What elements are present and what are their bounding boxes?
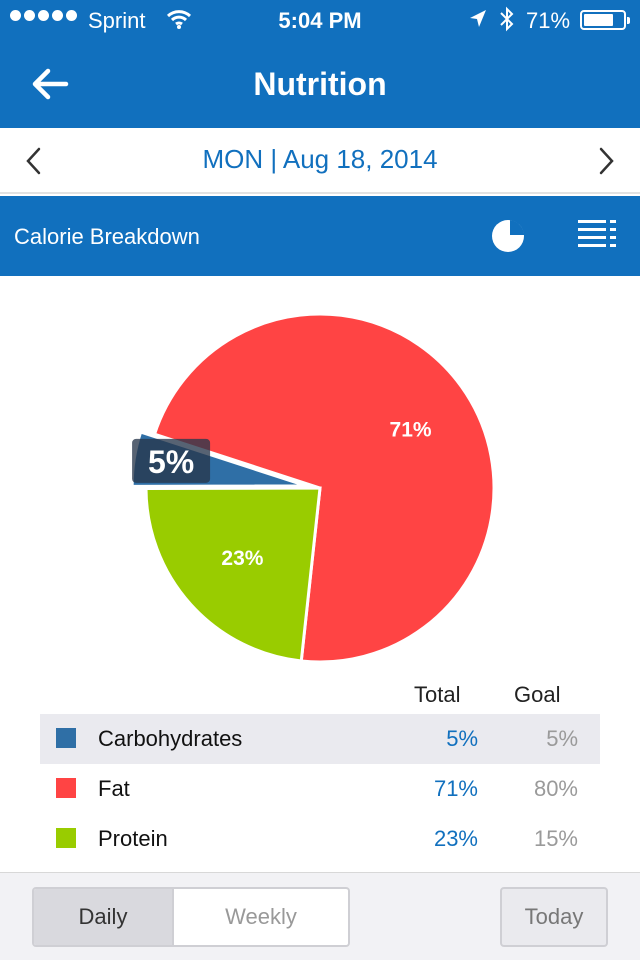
- top-bar: Sprint 5:04 PM 71% Nutrition: [0, 0, 640, 128]
- wifi-icon: [166, 10, 192, 29]
- bluetooth-icon: [500, 6, 514, 32]
- section-title: Calorie Breakdown: [14, 224, 200, 249]
- date-label[interactable]: MON | Aug 18, 2014: [202, 144, 438, 174]
- nutrient-name: Fat: [98, 776, 130, 801]
- color-swatch: [56, 828, 76, 848]
- slice-label-carbohydrates: 5%: [148, 444, 194, 480]
- date-selector: MON | Aug 18, 2014: [0, 128, 640, 194]
- goal-value: 80%: [533, 776, 578, 801]
- list-view-icon[interactable]: [578, 218, 616, 252]
- color-swatch: [56, 728, 76, 748]
- section-header: Calorie Breakdown: [0, 196, 640, 276]
- table-row[interactable]: Protein 23% 15%: [40, 814, 600, 864]
- pie-slice-protein[interactable]: [144, 486, 322, 663]
- battery-percent: 71%: [526, 8, 571, 33]
- pie-slice-fat[interactable]: [152, 312, 496, 664]
- bottom-toolbar: Daily Weekly Today: [0, 872, 640, 960]
- daily-tab[interactable]: Daily: [34, 889, 172, 945]
- total-value: 5%: [446, 726, 478, 751]
- slice-label-protein: 23%: [221, 547, 263, 570]
- carrier-name: Sprint: [88, 8, 146, 33]
- total-value: 23%: [433, 826, 478, 851]
- calorie-pie-chart: 71% 23% 5%: [0, 276, 640, 676]
- page-title: Nutrition: [253, 66, 387, 102]
- chevron-left-icon[interactable]: [22, 146, 46, 176]
- chevron-right-icon[interactable]: [594, 146, 618, 176]
- slice-label-fat: 71%: [390, 418, 432, 441]
- goal-value: 15%: [533, 826, 578, 851]
- nutrient-name: Protein: [98, 826, 168, 851]
- highlight-label-badge: 5%: [132, 438, 211, 483]
- color-swatch: [56, 778, 76, 798]
- status-bar: Sprint 5:04 PM 71%: [0, 0, 640, 40]
- back-arrow-icon[interactable]: [30, 64, 70, 104]
- nutrient-name: Carbohydrates: [98, 726, 243, 751]
- location-arrow-icon: [470, 10, 486, 27]
- table-row[interactable]: Carbohydrates 5% 5%: [40, 714, 600, 764]
- period-segmented-control: Daily Weekly: [32, 887, 350, 947]
- total-header: Total: [414, 682, 461, 707]
- status-time: 5:04 PM: [278, 8, 362, 33]
- total-value: 71%: [433, 776, 478, 801]
- weekly-tab[interactable]: Weekly: [172, 889, 348, 945]
- signal-dots-icon: [10, 10, 77, 21]
- battery-icon: [580, 10, 630, 30]
- table-row[interactable]: Fat 71% 80%: [40, 764, 600, 814]
- goal-header: Goal: [514, 682, 561, 707]
- pie-chart-icon[interactable]: [490, 218, 526, 254]
- pie-chart[interactable]: 71% 23% 5%: [0, 276, 640, 676]
- today-button[interactable]: Today: [500, 887, 608, 947]
- table-header: Total Goal: [0, 680, 640, 710]
- goal-value: 5%: [546, 726, 578, 751]
